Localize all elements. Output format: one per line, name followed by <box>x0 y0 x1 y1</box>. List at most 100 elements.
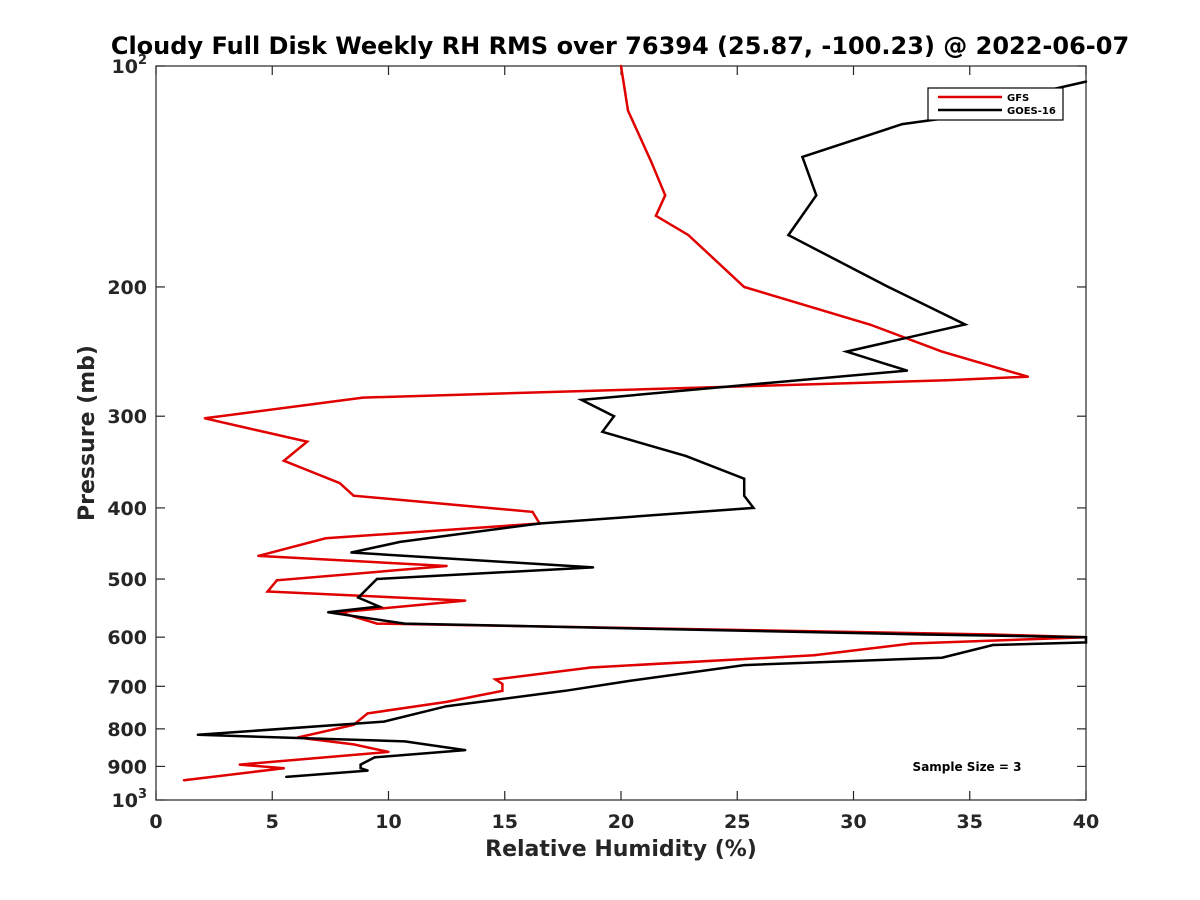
data-point-goes-16 <box>770 381 774 384</box>
data-point-goes-16 <box>601 430 604 433</box>
x-tick-label: 30 <box>840 811 866 833</box>
x-tick-label: 40 <box>1073 811 1099 833</box>
data-point-goes-16 <box>359 763 362 766</box>
data-point-goes-16 <box>580 398 583 402</box>
y-tick-label: 300 <box>107 406 147 428</box>
data-point-goes-16 <box>591 566 595 569</box>
data-point-goes-16 <box>905 369 909 372</box>
y-tick-label: 600 <box>107 627 147 649</box>
data-point-gfs <box>366 712 369 715</box>
data-point-gfs <box>305 440 309 443</box>
data-point-goes-16 <box>538 522 541 525</box>
data-point-goes-16 <box>378 605 381 608</box>
data-point-gfs <box>743 285 746 289</box>
data-point-goes-16 <box>357 596 360 599</box>
data-point-gfs <box>375 622 379 625</box>
data-point-gfs <box>531 510 534 514</box>
data-point-goes-16 <box>940 656 944 659</box>
y-tick-exponent: 3 <box>138 787 147 802</box>
legend-box <box>927 87 1064 121</box>
data-point-goes-16 <box>684 454 688 458</box>
data-point-gfs <box>589 666 592 669</box>
legend-label-goes-16: GOES-16 <box>1007 106 1056 117</box>
data-point-goes-16 <box>445 705 448 708</box>
data-point-goes-16 <box>612 415 616 418</box>
data-point-goes-16 <box>350 551 353 554</box>
series-line-gfs <box>183 65 1087 782</box>
data-point-gfs <box>501 682 504 686</box>
data-point-gfs <box>868 323 871 326</box>
data-point-goes-16 <box>743 494 746 497</box>
data-point-gfs <box>324 537 327 540</box>
x-axis: 0 5 10 15 20 25 30 35 40 <box>149 66 1099 833</box>
data-point-goes-16 <box>991 643 995 647</box>
y-tick-base: 10 <box>112 790 138 812</box>
x-axis-label: Relative Humidity (%) <box>485 837 757 862</box>
data-point-gfs <box>282 767 286 770</box>
y-tick-label: 700 <box>107 676 147 698</box>
data-point-goes-16 <box>801 155 804 159</box>
data-point-goes-16 <box>366 769 369 772</box>
data-point-gfs <box>338 481 341 485</box>
data-point-gfs <box>1026 375 1030 378</box>
data-point-gfs <box>664 194 667 197</box>
data-point-gfs <box>501 689 504 692</box>
data-point-gfs <box>387 750 390 754</box>
y-tick-label: 800 <box>107 719 147 741</box>
legend-label-gfs: GFS <box>1007 93 1029 104</box>
data-point-gfs <box>361 396 365 399</box>
y-tick-label: 900 <box>107 756 147 778</box>
data-point-goes-16 <box>845 350 848 353</box>
data-point-goes-16 <box>403 622 406 625</box>
data-point-gfs <box>910 642 913 645</box>
data-point-goes-16 <box>285 775 288 779</box>
data-point-gfs <box>654 214 658 217</box>
data-point-goes-16 <box>922 633 925 636</box>
x-tick-label: 35 <box>957 811 983 833</box>
data-point-gfs <box>945 379 948 382</box>
data-point-goes-16 <box>403 740 406 743</box>
x-tick-label: 15 <box>492 811 518 833</box>
data-point-goes-16 <box>382 720 386 723</box>
data-point-gfs <box>257 554 260 558</box>
legend: GFS GOES-16 <box>927 87 1064 121</box>
data-point-goes-16 <box>743 663 746 667</box>
data-point-goes-16 <box>815 194 818 197</box>
x-tick-label: 10 <box>375 811 401 833</box>
data-point-gfs <box>812 654 816 657</box>
x-tick-label: 25 <box>724 811 750 833</box>
y-tick-label: 400 <box>107 498 147 520</box>
data-point-gfs <box>352 494 355 497</box>
y-tick-base: 10 <box>112 56 138 78</box>
data-point-goes-16 <box>464 748 467 752</box>
data-point-goes-16 <box>359 767 362 770</box>
data-point-gfs <box>494 678 497 681</box>
data-point-gfs <box>940 350 944 353</box>
data-point-gfs <box>203 417 206 420</box>
y-tick-label: 200 <box>107 277 147 299</box>
sample-size-annotation: Sample Size = 3 <box>913 760 1022 774</box>
data-point-goes-16 <box>1084 80 1088 83</box>
y-tick-label: 102 <box>112 53 148 78</box>
data-point-goes-16 <box>398 540 402 544</box>
y-tick-exponent: 2 <box>138 53 147 68</box>
data-point-gfs <box>238 763 241 766</box>
x-tick-label: 20 <box>608 811 634 833</box>
data-point-goes-16 <box>787 233 790 237</box>
x-tick-label: 5 <box>266 811 279 833</box>
data-point-goes-16 <box>196 733 199 736</box>
data-point-goes-16 <box>564 689 567 692</box>
data-point-gfs <box>687 233 690 237</box>
data-point-gfs <box>266 590 269 593</box>
data-point-goes-16 <box>1084 636 1088 639</box>
y-axis-label: Pressure (mb) <box>75 345 100 521</box>
data-point-gfs <box>464 599 467 602</box>
x-tick-label: 0 <box>149 811 162 833</box>
data-point-goes-16 <box>375 577 379 581</box>
data-point-goes-16 <box>373 756 376 759</box>
y-tick-label: 500 <box>107 569 147 591</box>
data-point-goes-16 <box>629 679 632 682</box>
data-point-goes-16 <box>752 506 755 510</box>
